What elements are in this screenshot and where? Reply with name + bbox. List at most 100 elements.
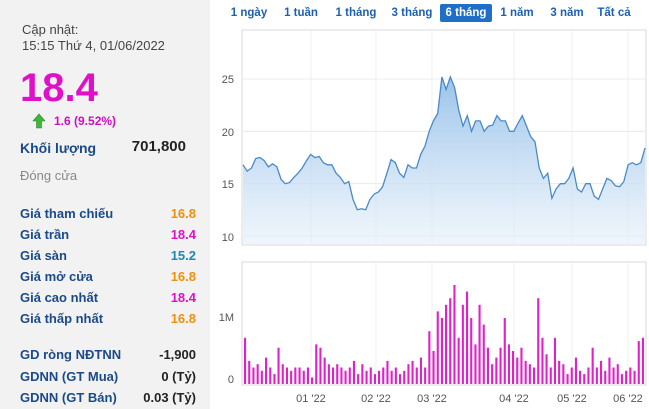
volume-bar	[507, 344, 510, 384]
volume-bar	[520, 347, 523, 384]
close-label: Đóng cửa	[20, 168, 78, 183]
volume-bar	[449, 298, 452, 384]
volume-tick: 0	[228, 374, 234, 386]
volume-bar	[436, 311, 439, 384]
volume-bar	[394, 367, 397, 384]
volume-bar	[378, 370, 381, 384]
tab-1-month[interactable]: 1 tháng	[335, 7, 377, 19]
foreign-buy-value: GDNN (GT Mua) 0 (Tỷ)	[20, 369, 196, 387]
stat-ceiling-price: Giá trần 18.4	[20, 227, 196, 245]
volume-bar	[411, 360, 414, 384]
volume-bar	[399, 374, 402, 384]
volume-bar	[503, 318, 506, 384]
volume-bar	[336, 364, 339, 384]
stat-open-price: Giá mở cửa 16.8	[20, 269, 196, 287]
volume-bar	[470, 318, 473, 384]
stat-label: Giá thấp nhất	[20, 311, 104, 326]
volume-bar	[332, 367, 335, 384]
volume-bar	[311, 377, 314, 384]
foreign-label: GDNN (GT Mua)	[20, 369, 119, 384]
volume-bar	[537, 298, 540, 384]
volume-bar	[478, 304, 481, 384]
volume-bar	[256, 364, 259, 384]
volume-bar	[260, 370, 263, 384]
volume-bar	[248, 360, 251, 384]
volume-bar	[604, 370, 607, 384]
stat-value: 16.8	[170, 311, 196, 326]
foreign-value: 0 (Tỷ)	[161, 369, 196, 384]
volume-value: 701,800	[131, 138, 186, 155]
x-tick: 05 '22	[557, 393, 587, 405]
volume-bar	[306, 367, 309, 384]
price-tick: 15	[222, 179, 234, 191]
volume-bar	[386, 360, 389, 384]
volume-bar	[461, 304, 464, 384]
volume-bar	[415, 367, 418, 384]
volume-bar	[629, 367, 632, 384]
volume-bar	[319, 347, 322, 384]
volume-panel-frame	[241, 261, 647, 386]
stat-value: 18.4	[170, 290, 196, 305]
volume-bar	[340, 367, 343, 384]
tab-3-years[interactable]: 3 năm	[550, 7, 584, 19]
x-tick: 04 '22	[499, 393, 529, 405]
volume-bar	[382, 367, 385, 384]
volume-bar	[495, 357, 498, 384]
volume-bar	[453, 285, 456, 384]
volume-bar	[424, 367, 427, 384]
volume-bar	[574, 357, 577, 384]
volume-bar	[298, 367, 301, 384]
volume-bar	[482, 324, 485, 384]
tab-1-year[interactable]: 1 năm	[500, 7, 534, 19]
volume-bar	[616, 364, 619, 384]
volume-bar	[558, 360, 561, 384]
volume-bar	[440, 318, 443, 384]
volume-bar	[612, 367, 615, 384]
tab-1-day[interactable]: 1 ngày	[230, 7, 268, 19]
volume-bar	[302, 370, 305, 384]
price-tick: 25	[222, 74, 234, 86]
volume-bar	[553, 337, 556, 384]
stat-high-price: Giá cao nhất 18.4	[20, 290, 196, 308]
volume-bar	[600, 360, 603, 384]
stat-value: 15.2	[170, 248, 196, 263]
volume-bar	[365, 370, 368, 384]
stat-floor-price: Giá sàn 15.2	[20, 248, 196, 266]
volume-tick: 1M	[219, 312, 234, 324]
tab-all[interactable]: Tất cả	[597, 7, 631, 19]
price-volume-chart: 25 20 15 10 1M 0 01 '22 02 '22 03 '22 04…	[219, 29, 647, 405]
volume-bar	[273, 374, 276, 384]
volume-bar	[390, 370, 393, 384]
volume-bar	[315, 344, 318, 384]
volume-bar	[265, 357, 268, 384]
stat-label: Giá cao nhất	[20, 290, 99, 305]
stat-value: 18.4	[170, 227, 196, 242]
volume-bar	[641, 337, 644, 384]
volume-bar	[625, 370, 628, 384]
volume-bar	[252, 367, 255, 384]
volume-bar	[549, 367, 552, 384]
price-tick: 10	[222, 232, 234, 244]
stat-label: Giá tham chiếu	[20, 206, 114, 221]
summary-panel: Cập nhật: 15:15 Thứ 4, 01/06/2022 18.4 1…	[0, 0, 210, 409]
volume-bar	[637, 341, 640, 384]
volume-bar	[323, 357, 326, 384]
volume-bar	[361, 364, 364, 384]
volume-bar	[562, 364, 565, 384]
volume-bar	[491, 364, 494, 384]
tab-3-months[interactable]: 3 tháng	[391, 7, 433, 19]
volume-bar	[290, 370, 293, 384]
volume-bar	[466, 291, 469, 384]
tab-6-months[interactable]: 6 tháng	[440, 4, 492, 22]
volume-bar	[244, 337, 247, 384]
volume-bar	[583, 374, 586, 384]
stat-label: Giá sàn	[20, 248, 67, 263]
price-change: 1.6 (9.52%)	[54, 114, 117, 128]
x-tick: 02 '22	[361, 393, 391, 405]
volume-bar	[369, 367, 372, 384]
volume-bar	[579, 370, 582, 384]
volume-bar	[445, 304, 448, 384]
volume-label: Khối lượng	[20, 140, 97, 156]
volume-bar	[373, 374, 376, 384]
tab-1-week[interactable]: 1 tuần	[284, 7, 318, 19]
